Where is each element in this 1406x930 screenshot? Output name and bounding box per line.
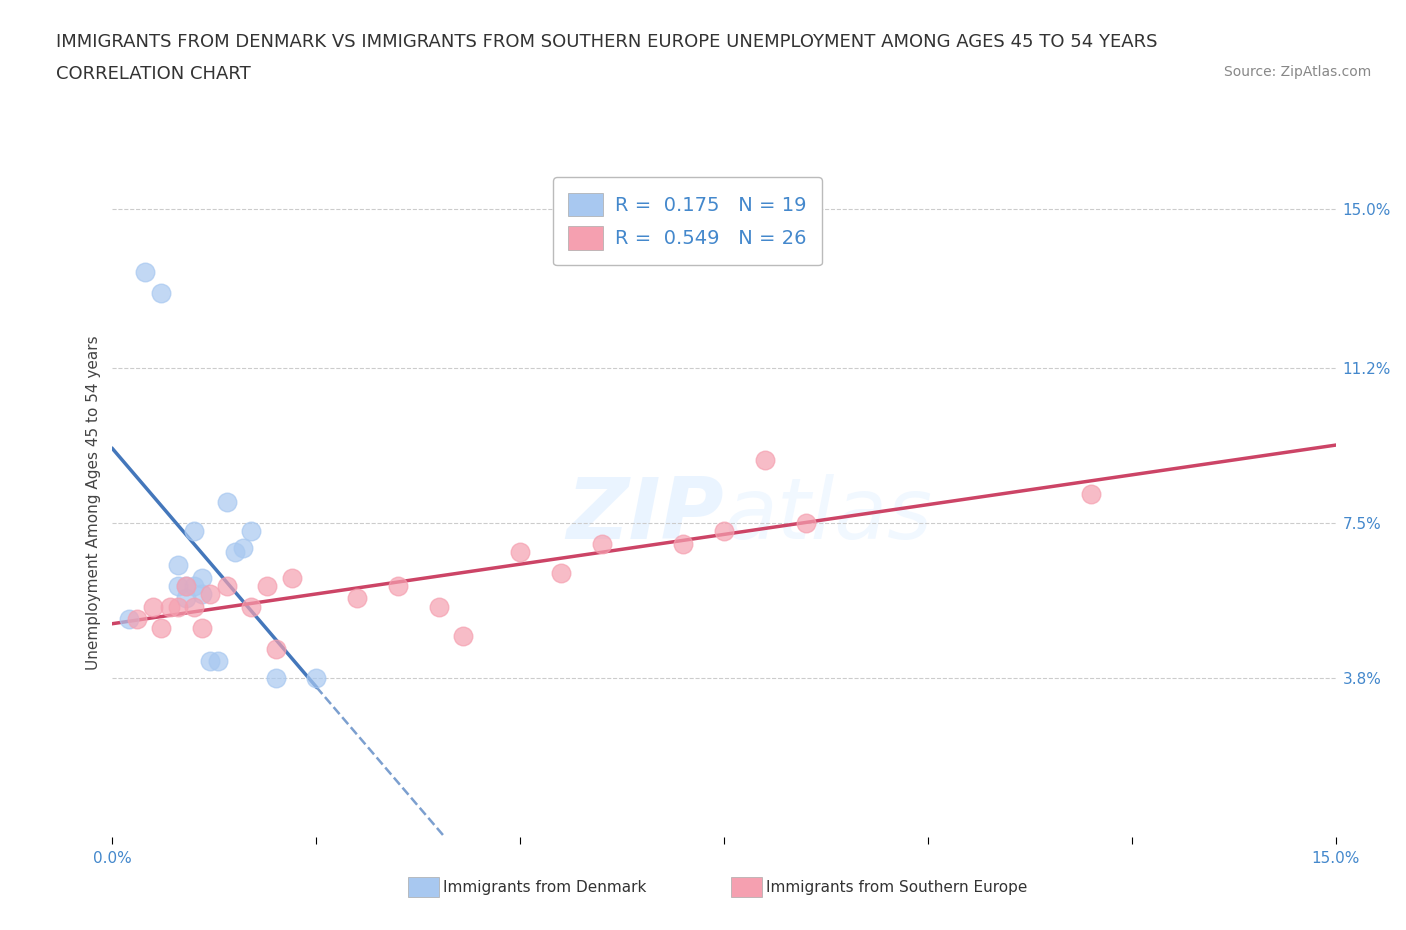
Text: Immigrants from Southern Europe: Immigrants from Southern Europe xyxy=(766,880,1028,895)
Point xyxy=(142,600,165,615)
Point xyxy=(224,545,246,560)
Point xyxy=(183,525,205,539)
Point xyxy=(200,587,222,602)
Point xyxy=(166,558,188,573)
Point xyxy=(166,600,188,615)
Point xyxy=(191,587,214,602)
Y-axis label: Unemployment Among Ages 45 to 54 years: Unemployment Among Ages 45 to 54 years xyxy=(86,335,101,670)
Point xyxy=(183,600,205,615)
Point xyxy=(591,537,613,551)
Point xyxy=(125,612,148,627)
Point xyxy=(118,612,141,627)
Point xyxy=(672,537,695,551)
Point xyxy=(509,545,531,560)
Point xyxy=(200,654,222,669)
Point xyxy=(159,600,181,615)
Point xyxy=(232,541,254,556)
Point xyxy=(346,591,368,606)
Point xyxy=(240,525,263,539)
Point xyxy=(174,578,197,593)
Point xyxy=(754,453,776,468)
Point xyxy=(174,578,197,593)
Point xyxy=(264,671,287,685)
Point xyxy=(150,620,173,635)
Point xyxy=(191,570,214,585)
Point xyxy=(215,578,238,593)
Point xyxy=(427,600,450,615)
Text: IMMIGRANTS FROM DENMARK VS IMMIGRANTS FROM SOUTHERN EUROPE UNEMPLOYMENT AMONG AG: IMMIGRANTS FROM DENMARK VS IMMIGRANTS FR… xyxy=(56,33,1157,50)
Point xyxy=(387,578,409,593)
Point xyxy=(240,600,263,615)
Point xyxy=(713,525,735,539)
Point xyxy=(174,591,197,606)
Legend: R =  0.175   N = 19, R =  0.549   N = 26: R = 0.175 N = 19, R = 0.549 N = 26 xyxy=(553,177,823,265)
Text: Immigrants from Denmark: Immigrants from Denmark xyxy=(443,880,647,895)
Point xyxy=(264,642,287,657)
Point xyxy=(256,578,278,593)
Point xyxy=(281,570,304,585)
Point xyxy=(305,671,328,685)
Point xyxy=(134,265,156,280)
Text: ZIP: ZIP xyxy=(567,474,724,557)
Text: CORRELATION CHART: CORRELATION CHART xyxy=(56,65,252,83)
Point xyxy=(550,565,572,580)
Text: atlas: atlas xyxy=(724,474,932,557)
Text: Source: ZipAtlas.com: Source: ZipAtlas.com xyxy=(1223,65,1371,79)
Point xyxy=(1080,486,1102,501)
Point xyxy=(191,620,214,635)
Point xyxy=(183,578,205,593)
Point xyxy=(166,578,188,593)
Point xyxy=(207,654,229,669)
Point xyxy=(451,629,474,644)
Point xyxy=(215,495,238,510)
Point xyxy=(150,286,173,300)
Point xyxy=(794,516,817,531)
